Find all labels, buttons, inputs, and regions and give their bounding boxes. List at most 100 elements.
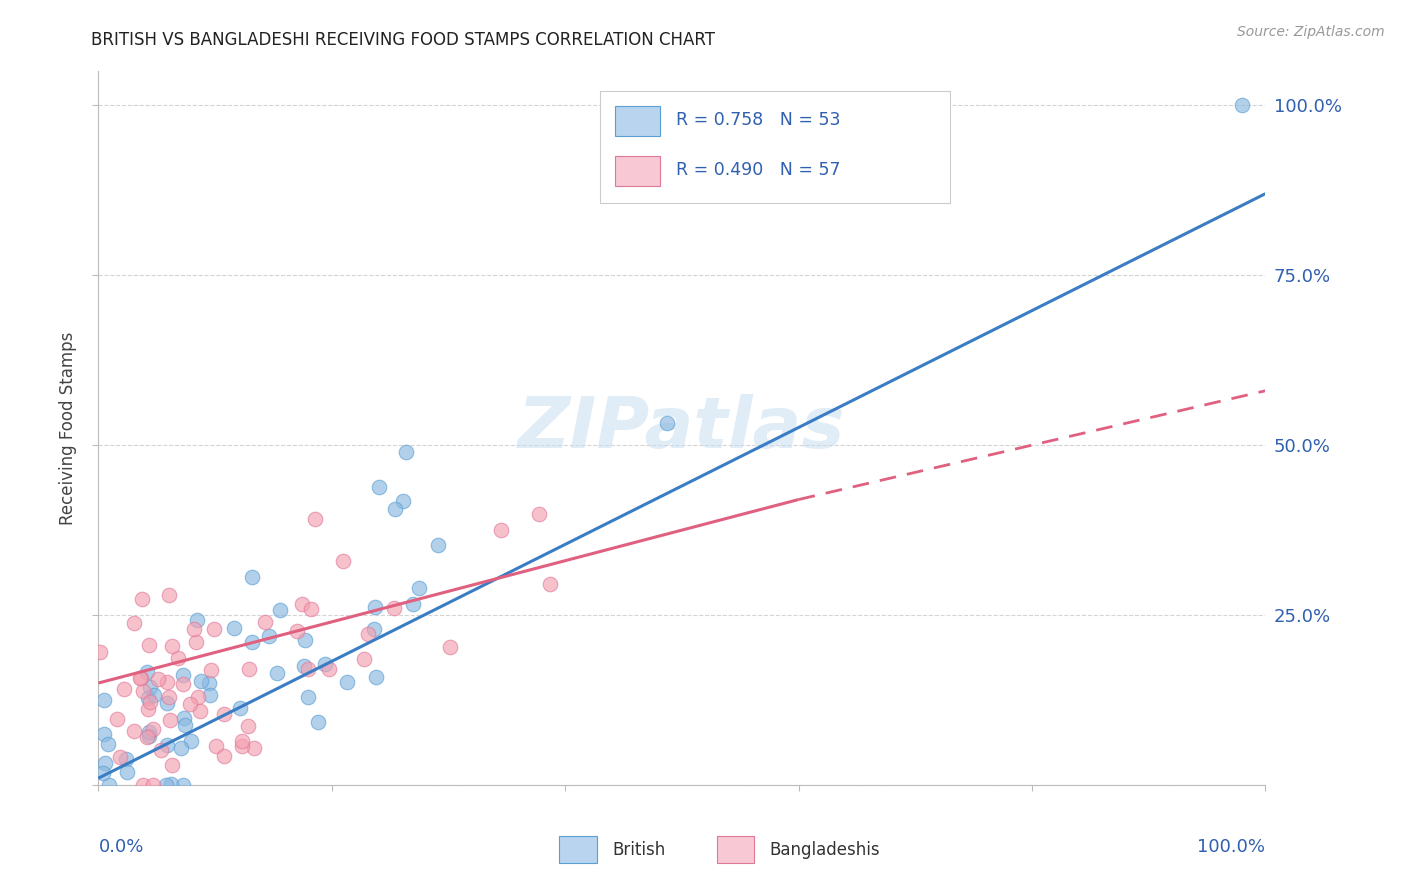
Point	[240, 635, 263, 649]
Point	[108, 749, 131, 764]
Point	[538, 577, 561, 591]
Point	[269, 603, 291, 617]
Point	[187, 690, 209, 704]
Point	[299, 601, 322, 615]
Point	[93, 756, 115, 770]
Point	[115, 765, 138, 780]
Point	[489, 523, 512, 537]
Point	[157, 690, 180, 704]
Point	[205, 739, 228, 754]
Point	[198, 676, 221, 690]
Point	[149, 743, 172, 757]
Point	[236, 719, 259, 733]
Point	[257, 629, 280, 643]
Point	[132, 778, 155, 792]
Point	[173, 718, 195, 732]
Point	[186, 613, 208, 627]
Point	[202, 622, 225, 636]
Point	[253, 615, 276, 629]
Point	[384, 501, 406, 516]
Text: R = 0.490   N = 57: R = 0.490 N = 57	[676, 161, 841, 178]
Point	[184, 635, 207, 649]
Point	[214, 748, 236, 763]
FancyBboxPatch shape	[616, 105, 659, 136]
Point	[131, 591, 153, 606]
Point	[294, 633, 316, 648]
Point	[170, 741, 193, 756]
FancyBboxPatch shape	[560, 837, 596, 863]
Point	[382, 601, 405, 615]
Point	[364, 599, 387, 614]
Point	[427, 538, 450, 552]
Point	[98, 778, 121, 792]
Point	[231, 739, 253, 754]
Point	[240, 570, 263, 584]
Point	[307, 715, 329, 730]
Y-axis label: Receiving Food Stamps: Receiving Food Stamps	[59, 332, 77, 524]
Point	[392, 493, 415, 508]
Point	[297, 690, 319, 704]
Text: British: British	[612, 841, 665, 859]
Point	[357, 627, 380, 641]
Point	[146, 672, 169, 686]
Point	[183, 622, 205, 636]
Point	[89, 645, 111, 659]
Point	[128, 671, 150, 685]
Point	[136, 665, 159, 680]
FancyBboxPatch shape	[616, 155, 659, 186]
Point	[285, 624, 308, 638]
Point	[266, 666, 288, 681]
FancyBboxPatch shape	[600, 91, 950, 203]
Point	[138, 730, 160, 744]
Point	[439, 640, 461, 654]
Point	[157, 588, 180, 602]
Point	[112, 681, 135, 696]
Point	[224, 621, 246, 635]
Point	[160, 758, 183, 772]
Point	[105, 712, 128, 726]
Text: Source: ZipAtlas.com: Source: ZipAtlas.com	[1237, 25, 1385, 39]
Point	[188, 704, 211, 718]
Point	[93, 727, 115, 741]
Point	[160, 639, 183, 653]
Text: ZIPatlas: ZIPatlas	[519, 393, 845, 463]
Point	[304, 512, 326, 526]
Point	[122, 723, 145, 738]
Point	[142, 778, 165, 792]
Point	[136, 691, 159, 706]
Point	[139, 695, 162, 709]
Point	[297, 661, 319, 675]
Point	[336, 675, 359, 690]
Point	[142, 722, 165, 736]
Point	[179, 697, 201, 711]
Point	[122, 615, 145, 630]
Point	[291, 598, 314, 612]
Point	[172, 677, 194, 691]
Point	[363, 622, 385, 636]
Point	[114, 751, 136, 765]
Point	[395, 445, 418, 459]
Text: Bangladeshis: Bangladeshis	[769, 841, 880, 859]
Point	[172, 778, 194, 792]
Point	[214, 706, 236, 721]
Point	[97, 737, 120, 751]
Point	[129, 671, 152, 685]
Point	[229, 701, 252, 715]
Point	[156, 697, 179, 711]
Point	[368, 480, 391, 494]
Point	[180, 734, 202, 748]
Point	[139, 680, 162, 694]
Point	[190, 674, 212, 689]
Point	[332, 554, 354, 568]
Point	[314, 657, 336, 671]
Point	[138, 725, 160, 739]
Text: R = 0.758   N = 53: R = 0.758 N = 53	[676, 111, 841, 128]
FancyBboxPatch shape	[717, 837, 754, 863]
Point	[402, 597, 425, 611]
Text: 100.0%: 100.0%	[1198, 838, 1265, 856]
Point	[238, 662, 260, 676]
Point	[138, 702, 160, 716]
Point	[243, 741, 266, 756]
Text: BRITISH VS BANGLADESHI RECEIVING FOOD STAMPS CORRELATION CHART: BRITISH VS BANGLADESHI RECEIVING FOOD ST…	[91, 31, 716, 49]
Point	[198, 688, 221, 702]
